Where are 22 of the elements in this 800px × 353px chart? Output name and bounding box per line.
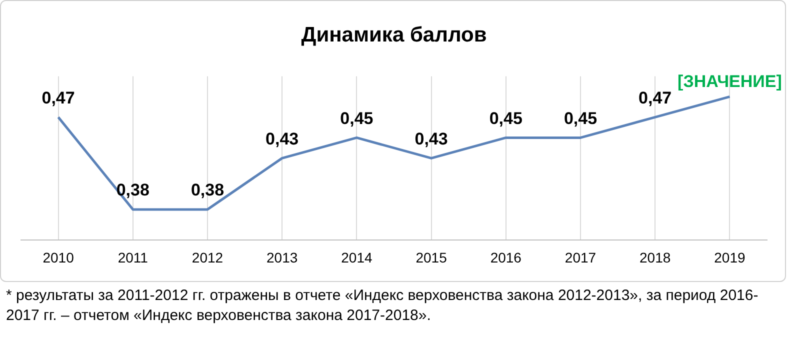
x-tick-label: 2019 bbox=[714, 249, 746, 266]
data-label: 0,38 bbox=[116, 180, 150, 200]
data-label: 0,45 bbox=[489, 108, 522, 128]
data-label: 0,47 bbox=[42, 88, 75, 108]
x-tick-label: 2018 bbox=[640, 249, 671, 266]
data-label: [ЗНАЧЕНИЕ] bbox=[678, 72, 782, 91]
x-tick-label: 2013 bbox=[266, 249, 298, 266]
x-tick-label: 2012 bbox=[192, 249, 224, 266]
x-tick-label: 2015 bbox=[416, 249, 448, 266]
x-tick-label: 2017 bbox=[564, 249, 596, 266]
x-tick-label: 2016 bbox=[490, 249, 522, 266]
data-label: 0,47 bbox=[638, 88, 672, 108]
x-tick-label: 2011 bbox=[118, 249, 148, 266]
data-label: 0,43 bbox=[266, 129, 299, 148]
text: * результаты за 2011-2012 гг. отражены в отчете «Индекс верховенства закона 2012-2013», за период 2016-2017 гг. – отчетом «Индекс верховенства закона 2017-2018». bbox=[6, 286, 760, 326]
data-label: 0,45 bbox=[340, 108, 374, 128]
data-label: 0,43 bbox=[414, 129, 448, 148]
data-label: 0,38 bbox=[190, 180, 224, 200]
x-tick-label: 2014 bbox=[341, 249, 372, 266]
chart-title: Динамика баллов bbox=[301, 23, 487, 46]
x-tick-label: 2010 bbox=[42, 249, 74, 266]
data-label: 0,45 bbox=[564, 108, 598, 128]
